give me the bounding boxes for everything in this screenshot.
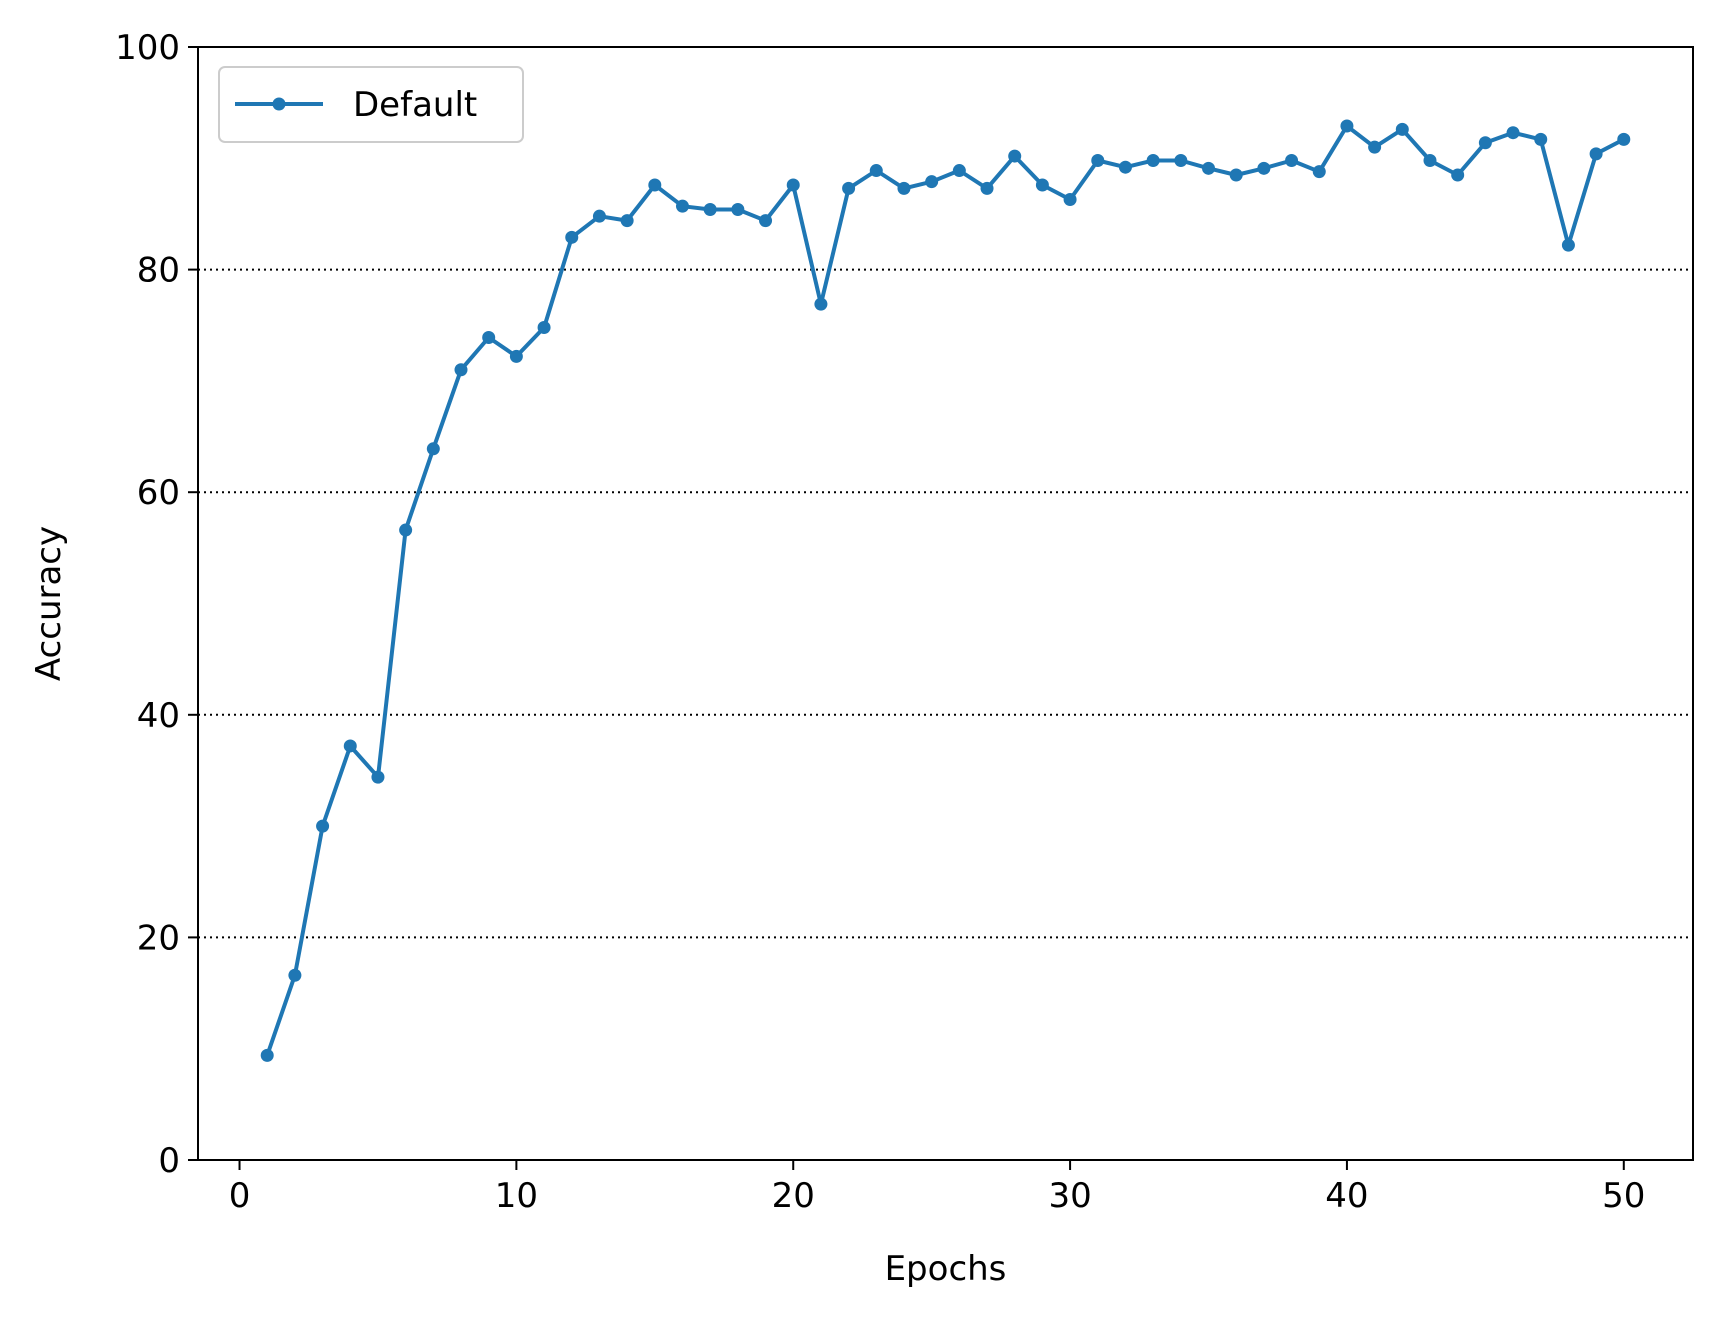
data-point (1285, 154, 1299, 168)
legend-box (218, 66, 524, 143)
data-point (399, 523, 413, 537)
data-point (1035, 178, 1049, 192)
legend-marker-sample (272, 97, 286, 111)
x-axis-label: Epochs (885, 1249, 1007, 1289)
data-point (759, 214, 773, 228)
data-point (1340, 119, 1354, 133)
data-point (1423, 154, 1437, 168)
y-tick-label: 40 (137, 696, 180, 736)
data-point (786, 178, 800, 192)
data-point (482, 330, 496, 344)
data-point (1451, 168, 1465, 182)
data-point (675, 199, 689, 213)
data-point (648, 178, 662, 192)
data-point (842, 181, 856, 195)
y-tick-label: 0 (158, 1141, 180, 1181)
data-point (1063, 192, 1077, 206)
y-tick-label: 80 (137, 251, 180, 291)
data-point (592, 209, 606, 223)
data-point (454, 363, 468, 377)
legend: Default (218, 66, 524, 143)
y-tick-label: 20 (137, 918, 180, 958)
data-point (731, 202, 745, 216)
data-point (1312, 165, 1326, 179)
y-axis-label: Accuracy (29, 526, 69, 681)
x-tick-label: 10 (495, 1176, 538, 1216)
plot-frame (197, 46, 1694, 1161)
x-tick-label: 0 (229, 1176, 251, 1216)
x-tick-label: 30 (1048, 1176, 1091, 1216)
data-point (980, 181, 994, 195)
data-point (1091, 154, 1105, 168)
data-point (343, 739, 357, 753)
data-point (371, 770, 385, 784)
data-point (1534, 132, 1548, 146)
data-point (925, 175, 939, 189)
x-tick-label: 20 (772, 1176, 815, 1216)
y-tick-label: 100 (115, 28, 180, 68)
data-point (620, 214, 634, 228)
data-point (952, 164, 966, 178)
data-point (1478, 136, 1492, 150)
data-point (1146, 154, 1160, 168)
data-point (703, 202, 717, 216)
x-tick-label: 40 (1325, 1176, 1368, 1216)
y-tick-label: 60 (137, 473, 180, 513)
data-point (1395, 122, 1409, 136)
data-point (1202, 161, 1216, 175)
data-point (1118, 160, 1132, 174)
grid-lines (198, 268, 1693, 939)
data-point (509, 349, 523, 363)
series-line-default (265, 124, 1625, 1057)
axis-ticks: 0 20 40 60 80 100 0 10 20 30 40 50 (115, 28, 1645, 1216)
data-point (1368, 140, 1382, 154)
data-point (426, 442, 440, 456)
data-point (260, 1048, 274, 1062)
data-point (288, 968, 302, 982)
data-point (1008, 149, 1022, 163)
data-point (1174, 154, 1188, 168)
data-point (565, 230, 579, 244)
data-point (1506, 126, 1520, 140)
data-point (897, 181, 911, 195)
data-point (537, 320, 551, 334)
data-point (814, 297, 828, 311)
data-point (316, 819, 330, 833)
series-layer (260, 119, 1631, 1062)
data-point (1257, 161, 1271, 175)
legend-label: Default (353, 85, 477, 125)
data-point (1617, 132, 1631, 146)
x-tick-label: 50 (1602, 1176, 1645, 1216)
data-point (1589, 147, 1603, 161)
data-point (869, 164, 883, 178)
data-point (1561, 238, 1575, 252)
data-point (1229, 168, 1243, 182)
